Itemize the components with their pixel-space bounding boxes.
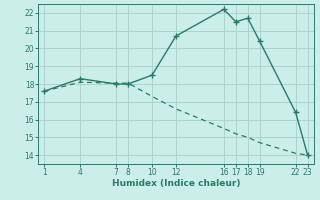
X-axis label: Humidex (Indice chaleur): Humidex (Indice chaleur) bbox=[112, 179, 240, 188]
